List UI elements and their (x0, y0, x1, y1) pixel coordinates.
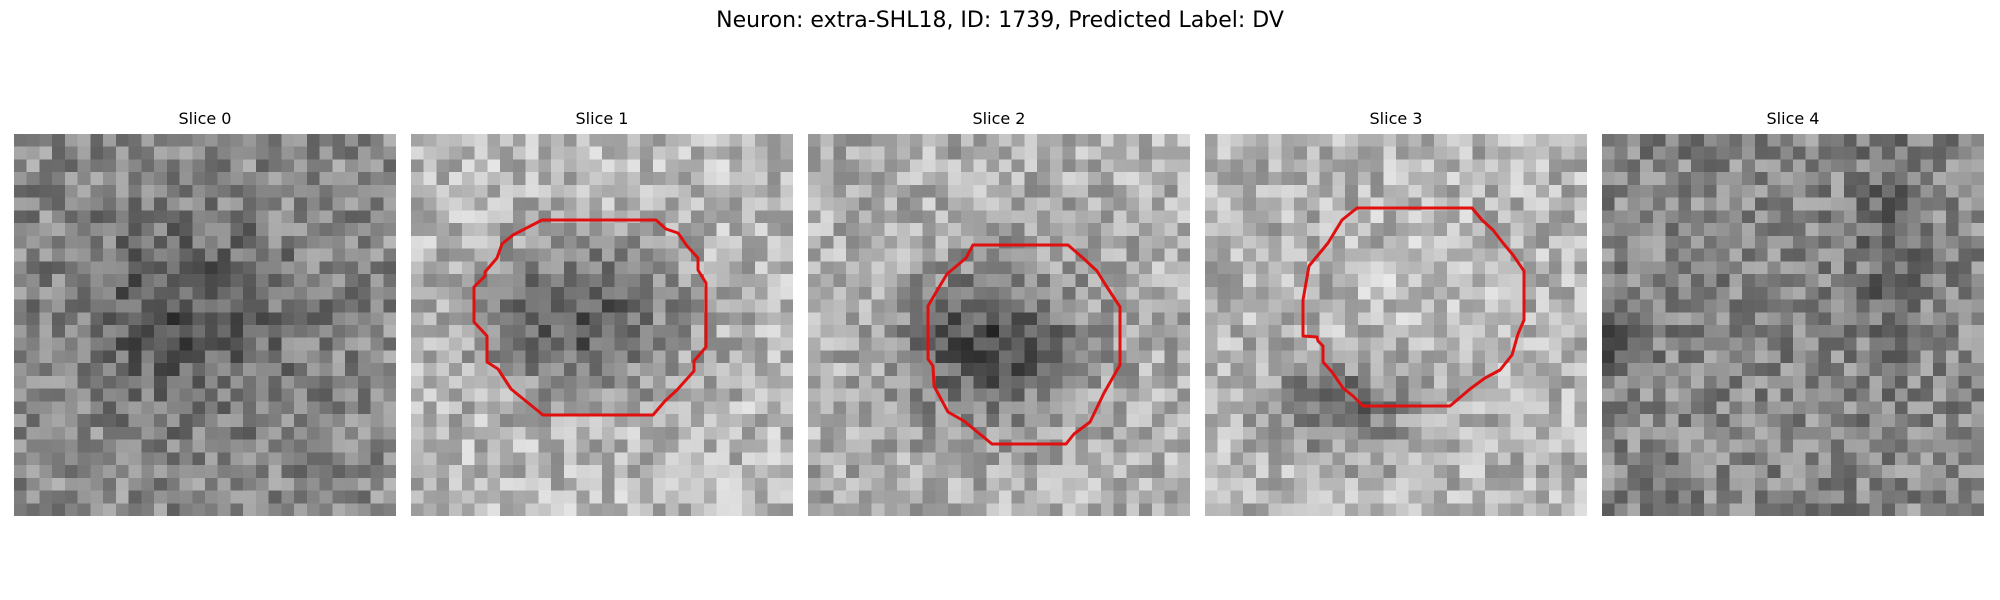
panel-title-slice-2: Slice 2 (972, 109, 1026, 128)
image-panel-slice-3 (1205, 134, 1587, 516)
roi-contour-slice-3 (1301, 206, 1526, 408)
figure-title: Neuron: extra-SHL18, ID: 1739, Predicted… (716, 8, 1284, 33)
panel-title-slice-3: Slice 3 (1369, 109, 1423, 128)
roi-contour-overlay-slice-3 (1301, 206, 1526, 408)
image-panel-slice-4 (1602, 134, 1984, 516)
image-panel-slice-2 (808, 134, 1190, 516)
image-panel-slice-1 (411, 134, 793, 516)
grayscale-image-slice-0 (14, 134, 396, 516)
panel-title-slice-0: Slice 0 (178, 109, 232, 128)
roi-contour-slice-1 (472, 218, 708, 417)
grayscale-image-slice-4 (1602, 134, 1984, 516)
roi-contour-overlay-slice-1 (472, 218, 708, 417)
panel-title-slice-4: Slice 4 (1766, 109, 1820, 128)
roi-contour-slice-2 (926, 243, 1122, 446)
grayscale-image-slice-2 (808, 134, 1190, 516)
roi-contour-overlay-slice-2 (926, 243, 1122, 446)
panel-title-slice-1: Slice 1 (575, 109, 629, 128)
image-panel-slice-0 (14, 134, 396, 516)
grayscale-image-slice-1 (411, 134, 793, 516)
